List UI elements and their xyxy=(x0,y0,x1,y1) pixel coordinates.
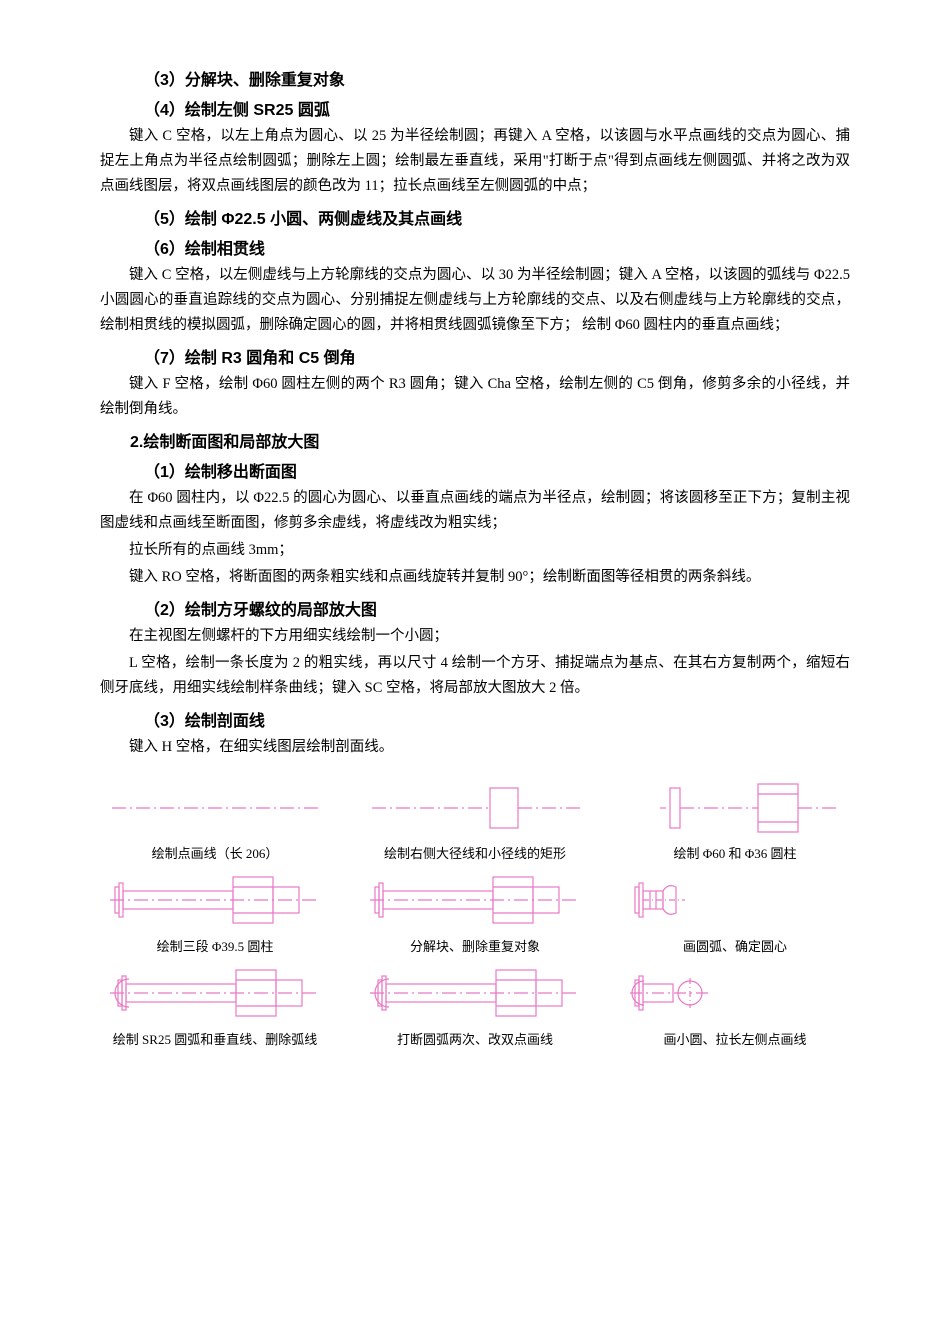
heading-2-1: （1）绘制移出断面图 xyxy=(144,458,850,482)
caption-8: 打断圆弧两次、改双点画线 xyxy=(397,1031,553,1049)
fig-cell-5: 分解块、删除重复对象 xyxy=(360,873,590,956)
fig-cell-4: 绘制三段 Φ39.5 圆柱 xyxy=(100,873,330,956)
para-22a: 在主视图左侧螺杆的下方用细实线绘制一个小圆； xyxy=(100,624,850,649)
fig-5 xyxy=(360,873,590,928)
caption-1: 绘制点画线（长 206） xyxy=(152,845,279,863)
para-7: 键入 F 空格，绘制 Φ60 圆柱左侧的两个 R3 圆角；键入 Cha 空格，绘… xyxy=(100,372,850,422)
para-21b: 拉长所有的点画线 3mm； xyxy=(100,538,850,563)
para-21a: 在 Φ60 圆柱内，以 Φ22.5 的圆心为圆心、以垂直点画线的端点为半径点，绘… xyxy=(100,486,850,536)
fig-cell-7: 绘制 SR25 圆弧和垂直线、删除弧线 xyxy=(100,966,330,1049)
fig-6 xyxy=(620,873,850,928)
fig-3 xyxy=(620,780,850,835)
para-23: 键入 H 空格，在细实线图层绘制剖面线。 xyxy=(100,735,850,760)
caption-4: 绘制三段 Φ39.5 圆柱 xyxy=(157,938,274,956)
caption-7: 绘制 SR25 圆弧和垂直线、删除弧线 xyxy=(113,1031,317,1049)
fig-cell-3: 绘制 Φ60 和 Φ36 圆柱 xyxy=(620,780,850,863)
para-21c: 键入 RO 空格，将断面图的两条粗实线和点画线旋转并复制 90°；绘制断面图等径… xyxy=(100,565,850,590)
heading-2-2: （2）绘制方牙螺纹的局部放大图 xyxy=(144,596,850,620)
caption-3: 绘制 Φ60 和 Φ36 圆柱 xyxy=(673,845,796,863)
para-22b: L 空格，绘制一条长度为 2 的粗实线，再以尺寸 4 绘制一个方牙、捕捉端点为基… xyxy=(100,651,850,701)
fig-cell-2: 绘制右侧大径线和小径线的矩形 xyxy=(360,780,590,863)
heading-5: （5）绘制 Φ22.5 小圆、两侧虚线及其点画线 xyxy=(144,205,850,229)
heading-3: （3）分解块、删除重复对象 xyxy=(144,66,850,90)
heading-2-3: （3）绘制剖面线 xyxy=(144,707,850,731)
heading-4: （4）绘制左侧 SR25 圆弧 xyxy=(144,96,850,120)
caption-9: 画小圆、拉长左侧点画线 xyxy=(663,1031,806,1049)
heading-6: （6）绘制相贯线 xyxy=(144,235,850,259)
fig-7 xyxy=(100,966,330,1021)
fig-cell-8: 打断圆弧两次、改双点画线 xyxy=(360,966,590,1049)
figure-grid: 绘制点画线（长 206） 绘制右侧大径线和小径线的矩形 xyxy=(100,780,850,1049)
heading-7: （7）绘制 R3 圆角和 C5 倒角 xyxy=(144,344,850,368)
fig-4 xyxy=(100,873,330,928)
fig-cell-9: 画小圆、拉长左侧点画线 xyxy=(620,966,850,1049)
fig-cell-6: 画圆弧、确定圆心 xyxy=(620,873,850,956)
fig-2 xyxy=(360,780,590,835)
fig-9 xyxy=(620,966,850,1021)
fig-8 xyxy=(360,966,590,1021)
section-2-heading: 2.绘制断面图和局部放大图 xyxy=(130,428,850,452)
para-6: 键入 C 空格，以左侧虚线与上方轮廓线的交点为圆心、以 30 为半径绘制圆；键入… xyxy=(100,263,850,338)
caption-2: 绘制右侧大径线和小径线的矩形 xyxy=(384,845,566,863)
fig-1 xyxy=(100,780,330,835)
caption-5: 分解块、删除重复对象 xyxy=(410,938,540,956)
para-4: 键入 C 空格，以左上角点为圆心、以 25 为半径绘制圆；再键入 A 空格，以该… xyxy=(100,124,850,199)
fig-cell-1: 绘制点画线（长 206） xyxy=(100,780,330,863)
caption-6: 画圆弧、确定圆心 xyxy=(683,938,787,956)
